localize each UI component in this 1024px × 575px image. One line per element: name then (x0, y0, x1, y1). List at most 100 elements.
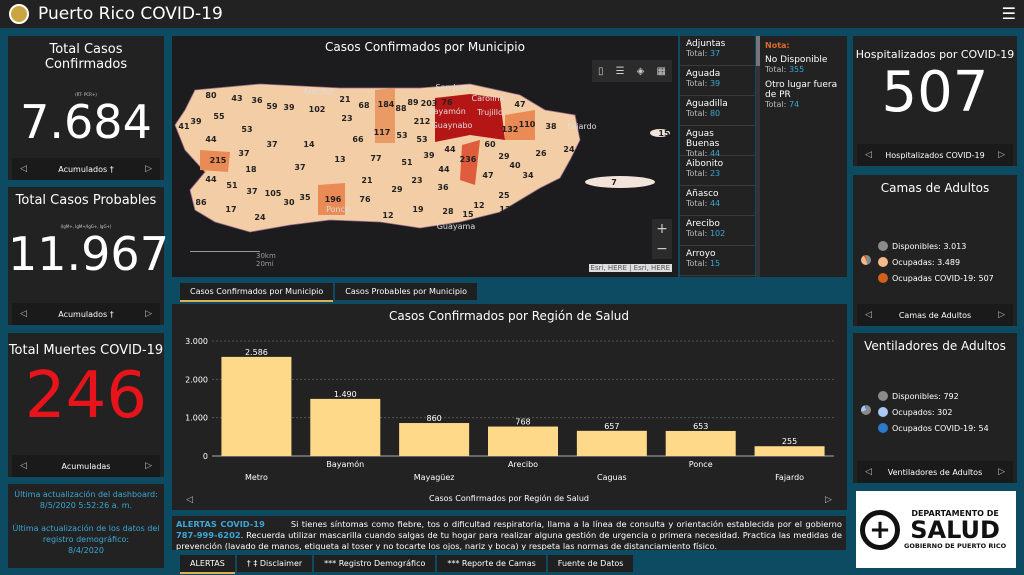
place-label: Fajardo (567, 122, 596, 131)
bookmark-icon[interactable]: ▯ (598, 65, 604, 77)
municipality-count: 44 (438, 165, 450, 174)
bar-Caguas[interactable] (576, 430, 647, 456)
municipality-item[interactable]: Adjuntas Total: 37 (680, 36, 755, 66)
municipality-count: 30 (283, 198, 295, 207)
ventilators-legend: Disponibles: 792 Ocupados: 302 Ocupados CO… (878, 385, 989, 439)
hospitalized-value: 507 (881, 60, 989, 125)
data-label: 657 (604, 422, 619, 431)
tab-disclaimer[interactable]: † ‡ Disclaimer (236, 555, 313, 572)
tab-registro[interactable]: *** Registro Demográfico (314, 555, 436, 572)
municipality-count: 29 (498, 152, 510, 161)
map-panel[interactable]: Casos Confirmados por Municipio ▯ ☰ ◈ ▦ + − … (172, 36, 678, 277)
municipality-count: 37 (246, 187, 257, 196)
bar-Metro[interactable] (221, 356, 292, 456)
municipality-count: 34 (522, 171, 534, 180)
total-label: Total: (686, 109, 708, 118)
zoom-in-button[interactable]: + (656, 221, 668, 237)
note-title: Nota: (765, 41, 790, 50)
next-arrow-icon[interactable]: ▷ (145, 164, 152, 174)
x-tick-label: Bayamón (326, 459, 364, 469)
prev-arrow-icon[interactable]: ◁ (20, 461, 27, 471)
registry-update-label: Última actualización de los datos del re… (12, 524, 160, 544)
confirmed-value: 7.684 (20, 95, 152, 149)
list-scrollbar[interactable] (756, 36, 760, 277)
total-label: Total: (686, 259, 708, 268)
alerts-phone[interactable]: 787-999-6202 (176, 530, 241, 540)
municipality-count: 215 (210, 156, 227, 165)
municipality-item[interactable]: Aibonito Total: 23 (680, 156, 755, 186)
prev-arrow-icon[interactable]: ◁ (865, 310, 872, 320)
next-arrow-icon[interactable]: ▷ (145, 309, 152, 319)
municipality-item[interactable]: Arecibo Total: 102 (680, 216, 755, 246)
layers-icon[interactable]: ◈ (636, 65, 645, 77)
next-arrow-icon[interactable]: ▷ (998, 150, 1005, 160)
data-label: 860 (427, 414, 442, 423)
tab-fuente[interactable]: Fuente de Datos (547, 555, 634, 572)
bar-Arecibo[interactable] (488, 426, 558, 456)
basemap-icon[interactable]: ▦ (656, 65, 666, 77)
legend-label: Disponibles: (892, 241, 941, 251)
municipality-count: 203 (421, 99, 438, 108)
probable-cases-card: Total Casos Probables (IgM+, IgM+/IgG+, … (8, 187, 169, 325)
tab-probables-municipio[interactable]: Casos Probables por Municipio (335, 283, 478, 300)
municipality-name: Arecibo (686, 219, 720, 229)
tab-camas[interactable]: *** Reporte de Camas (437, 555, 546, 572)
municipality-total: 39 (709, 79, 721, 88)
municipality-total: 102 (709, 229, 726, 238)
municipality-count: 37 (238, 149, 249, 158)
tab-confirmados-municipio[interactable]: Casos Confirmados por Municipio (180, 283, 334, 302)
next-arrow-icon[interactable]: ▷ (998, 467, 1005, 477)
municipality-name: Aguadilla (686, 99, 728, 109)
prev-arrow-icon[interactable]: ◁ (865, 467, 872, 477)
municipality-total: 44 (709, 149, 721, 158)
y-tick-label: 2.000 (185, 375, 208, 384)
place-label: Ponce (326, 205, 350, 214)
region-bar-chart: Casos Confirmados por Región de Salud Ca… (185, 309, 834, 505)
place-label: Trujillo (476, 108, 503, 117)
bar-Ponce[interactable] (665, 430, 736, 456)
bar-Bayamón[interactable] (310, 398, 381, 456)
total-label: Total: (765, 100, 787, 109)
place-label: San Juan (436, 83, 471, 92)
update-info: Última actualización del dashboard: 8/5/… (8, 484, 164, 568)
bar-Fajardo[interactable] (754, 446, 825, 456)
municipality-count: 12 (382, 211, 393, 220)
municipality-list[interactable]: Adjuntas Total: 37 Aguada Total: 39 Aguadill… (680, 36, 755, 277)
municipality-item[interactable]: Añasco Total: 44 (680, 186, 755, 216)
municipality-count: 17 (225, 205, 236, 214)
legend-icon[interactable]: ☰ (615, 65, 625, 77)
region-chart-panel: Casos Confirmados por Región de Salud Ca… (172, 304, 847, 510)
municipality-count: 86 (195, 198, 207, 207)
legend-value: 3.489 (937, 257, 961, 267)
municipality-item[interactable]: Arroyo Total: 15 (680, 246, 755, 276)
chart-next-arrow[interactable]: ▷ (825, 495, 832, 505)
municipality-count: 15 (462, 210, 474, 219)
bar-Mayagüez[interactable] (399, 423, 470, 456)
hamburger-icon[interactable]: ☰ (1001, 4, 1016, 23)
municipality-count: 76 (359, 195, 371, 204)
next-arrow-icon[interactable]: ▷ (145, 461, 152, 471)
note-panel: Nota: No Disponible Total: 355 Otro lugar… (760, 36, 847, 277)
alerts-text-2: . Recuerda utilizar mascarilla cuando sa… (176, 530, 842, 550)
municipality-item[interactable]: Aguada Total: 39 (680, 66, 755, 96)
zoom-out-button[interactable]: − (656, 241, 668, 257)
legend-item: Disponibles: 3.013 (878, 241, 994, 251)
total-label: Total: (686, 149, 708, 158)
municipality-item[interactable]: Aguas Buenas Total: 44 (680, 126, 755, 158)
logo-line3: GOBIERNO DE PUERTO RICO (904, 542, 1007, 550)
total-label: Total: (686, 199, 708, 208)
seal-logo (9, 4, 29, 24)
chart-prev-arrow[interactable]: ◁ (186, 495, 193, 505)
municipality-count: 25 (498, 191, 510, 200)
next-arrow-icon[interactable]: ▷ (998, 310, 1005, 320)
place-label: Carolina (472, 94, 505, 103)
municipality-count: 51 (401, 158, 413, 167)
municipality-item[interactable]: Aguadilla Total: 80 (680, 96, 755, 126)
tab-alertas[interactable]: ALERTAS (180, 555, 235, 574)
prev-arrow-icon[interactable]: ◁ (865, 150, 872, 160)
x-tick-label: Arecibo (508, 460, 538, 469)
prev-arrow-icon[interactable]: ◁ (20, 309, 27, 319)
prev-arrow-icon[interactable]: ◁ (20, 164, 27, 174)
app-header: Puerto Rico COVID-19 ☰ (0, 0, 1024, 28)
